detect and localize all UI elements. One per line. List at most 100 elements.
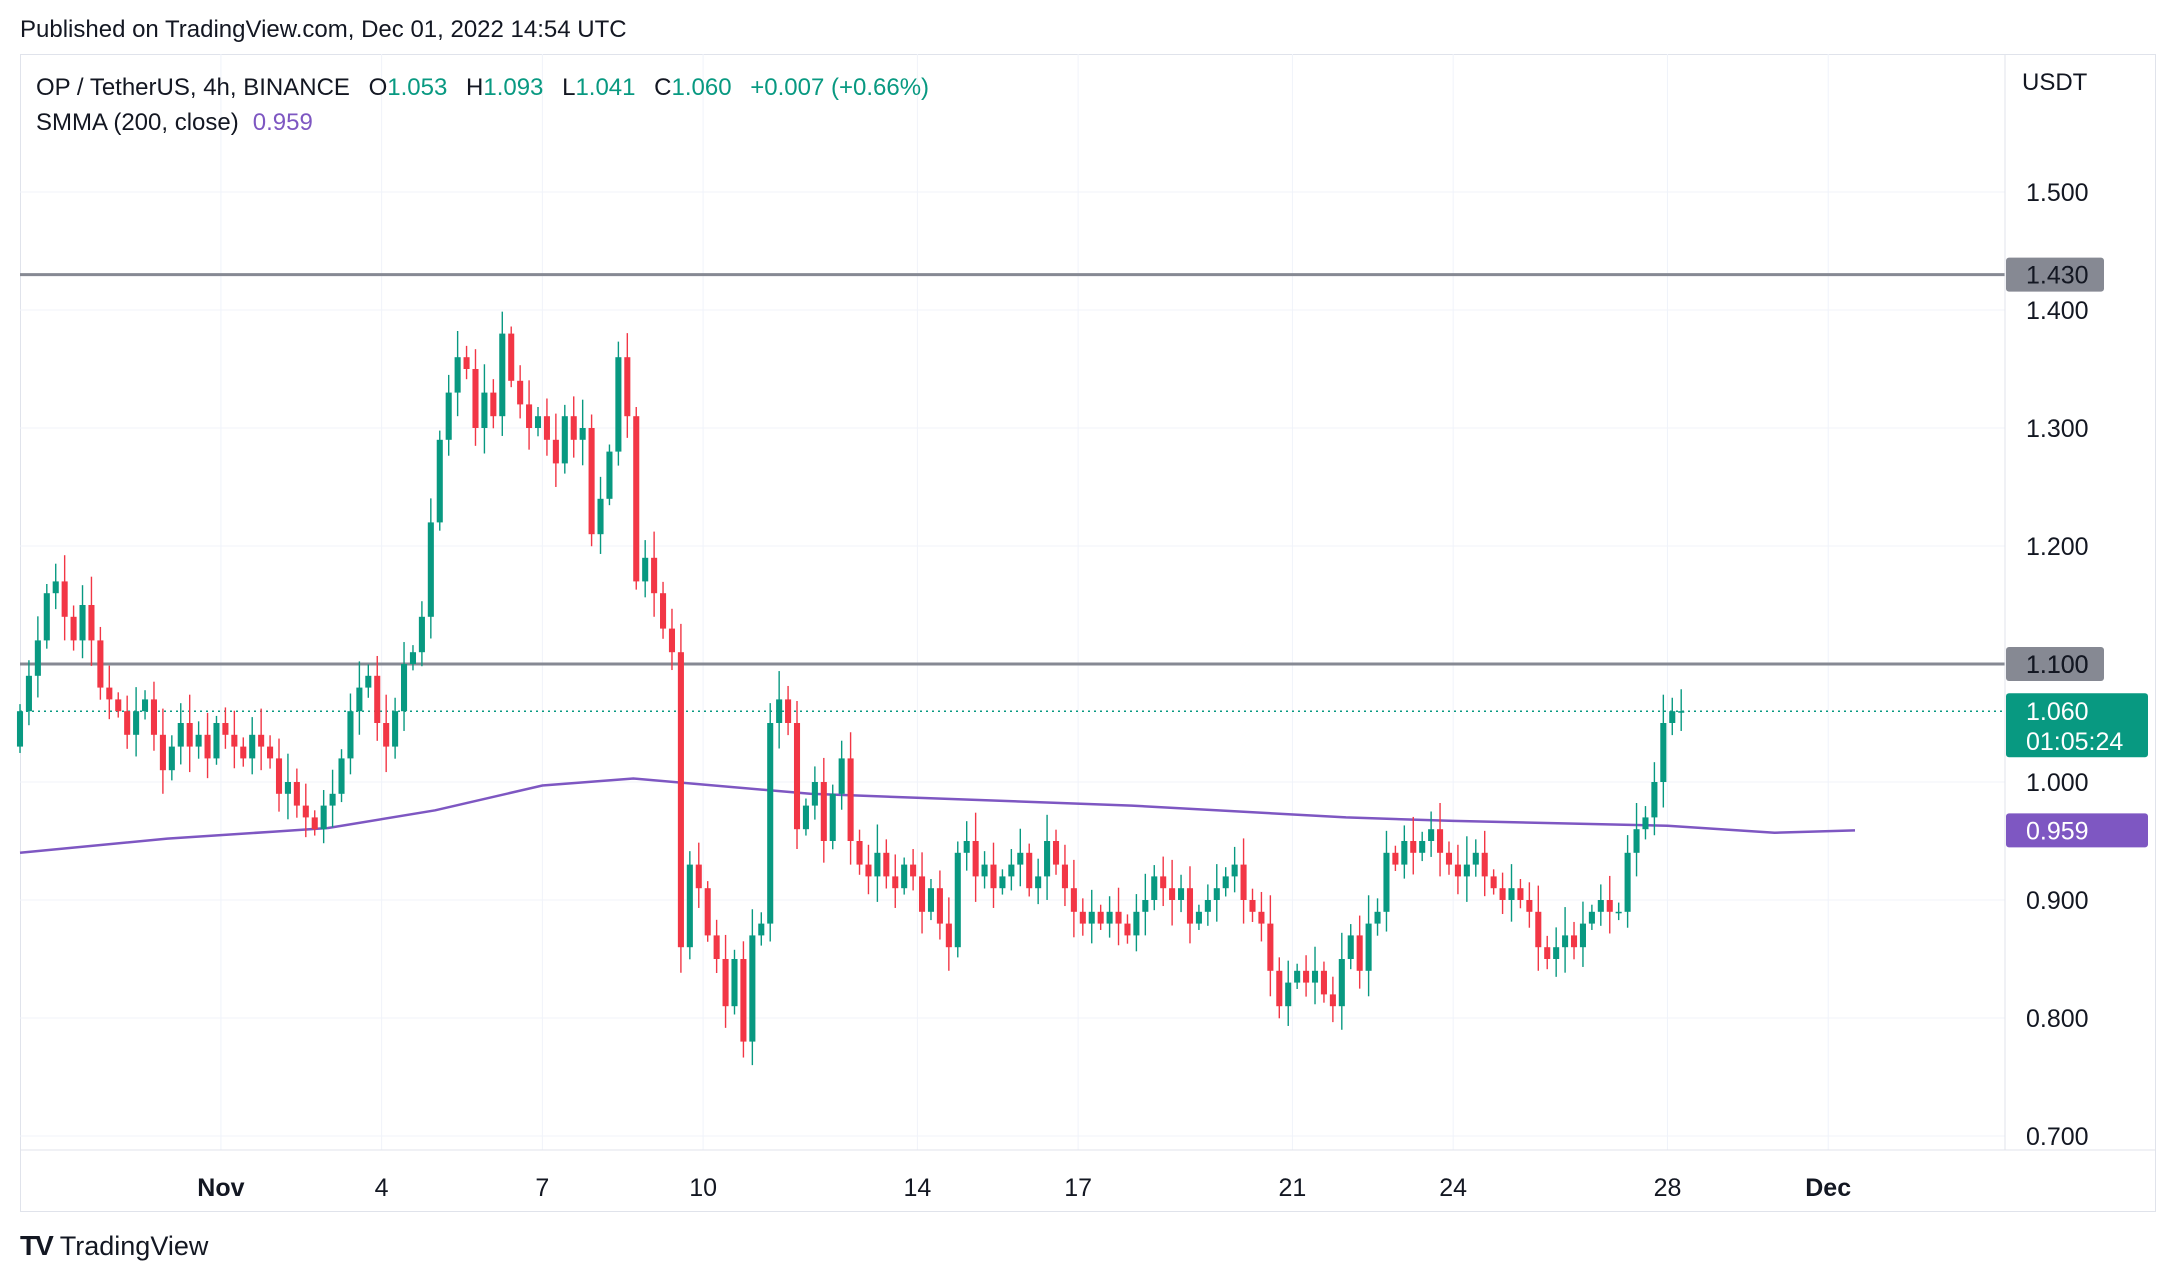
candle-body (561, 416, 568, 464)
candle-body (776, 699, 783, 723)
candle-body (1249, 900, 1256, 912)
candle-body (811, 782, 818, 806)
candle-body (785, 699, 792, 723)
x-tick-label: Nov (197, 1174, 244, 1202)
candle-body (695, 864, 702, 889)
candle-body (311, 817, 318, 830)
x-tick-label: 28 (1654, 1174, 1682, 1202)
candle-body (1061, 864, 1068, 889)
candle-body (1481, 852, 1488, 877)
candle-body (204, 734, 211, 759)
candle-body (284, 782, 291, 794)
grid (20, 54, 2005, 1150)
level-price-tag (2006, 647, 2104, 681)
y-tick-label: 1.200 (2026, 533, 2089, 561)
candle-body (1401, 841, 1408, 865)
candle-body (25, 675, 32, 712)
candle-body (88, 605, 95, 641)
candle-body (1115, 911, 1122, 924)
candle-body (1079, 911, 1086, 924)
candle-body (133, 711, 140, 735)
candle-body (704, 888, 711, 936)
x-tick-label: 4 (375, 1174, 389, 1202)
legend-c-label: C (654, 74, 672, 101)
candle-body (829, 793, 836, 841)
candle-body (1472, 852, 1479, 865)
candle-body (1490, 876, 1497, 889)
candle-body (927, 888, 935, 912)
candle-body (240, 746, 247, 759)
candle-body (97, 640, 104, 688)
candle-body (1633, 829, 1640, 853)
y-tick-label: 1.400 (2026, 297, 2089, 325)
candle-body (481, 392, 488, 428)
candle-body (597, 498, 604, 535)
legend-high: 1.093 (483, 74, 544, 101)
candle-body (1660, 723, 1667, 782)
candle-body (195, 734, 202, 747)
candle-body (1562, 935, 1569, 948)
candle-body (1374, 911, 1381, 924)
candle-body (1178, 888, 1185, 900)
candle-body (409, 652, 417, 664)
candle-body (606, 451, 613, 499)
candle-body (320, 805, 327, 830)
candle-body (981, 864, 988, 877)
candle-body (534, 416, 542, 428)
y-tick-label: 1.000 (2026, 769, 2089, 797)
y-tick-label: 0.900 (2026, 887, 2089, 915)
candle-body (847, 758, 854, 841)
candle-body (401, 664, 408, 712)
candle-body (588, 428, 595, 535)
candle-body (1329, 994, 1336, 1007)
candle-body (1508, 888, 1515, 900)
candle-body (186, 723, 193, 747)
candle-body (1383, 852, 1390, 912)
candle-body (883, 852, 890, 877)
candle-body (517, 380, 524, 405)
candle-body (1356, 935, 1363, 971)
chart-legend: OP / TetherUS, 4h, BINANCE O1.053 H1.093… (36, 70, 933, 140)
legend-indicator-name[interactable]: SMMA (200, close) (36, 109, 239, 136)
smma-price-tag (2006, 813, 2148, 848)
candle-body (1347, 935, 1354, 959)
candle-body (633, 416, 640, 582)
candle-body (740, 959, 747, 1042)
candle-body (1553, 947, 1560, 959)
candle-body (258, 734, 265, 747)
candle-body (329, 793, 336, 806)
candle-body (1579, 923, 1586, 948)
candle-body (758, 923, 765, 936)
candle-body (508, 333, 515, 381)
candle-body (1437, 829, 1444, 853)
smma-line: 0.959 (19, 777, 2148, 855)
candle-body (999, 876, 1006, 889)
x-tick-label: 14 (903, 1174, 931, 1202)
candle-body (686, 864, 693, 948)
candle-body (1106, 911, 1113, 924)
legend-symbol[interactable]: OP / TetherUS, 4h, BINANCE (36, 74, 350, 101)
candle-body (749, 935, 756, 1042)
legend-o-label: O (368, 74, 388, 101)
legend-ohlc-row: OP / TetherUS, 4h, BINANCE O1.053 H1.093… (36, 70, 933, 105)
candle-body (1454, 864, 1461, 877)
candle-body (865, 864, 872, 877)
candle-body (392, 711, 399, 747)
candle-body (177, 723, 184, 747)
candle-body (1678, 711, 1685, 713)
candle-body (1151, 876, 1158, 900)
tradingview-name: TradingView (59, 1230, 209, 1261)
candle-body (677, 652, 684, 948)
candle-body (892, 876, 899, 889)
tradingview-footer: TV TradingView (20, 1230, 208, 1262)
candle-body (1651, 782, 1658, 818)
candle-body (1303, 970, 1310, 983)
legend-l-label: L (562, 74, 576, 101)
candle-body (1052, 841, 1060, 865)
candle-body (124, 711, 131, 735)
candle-body (150, 699, 158, 735)
candle-body (1535, 911, 1542, 948)
level-price-label: 1.100 (2026, 651, 2089, 679)
